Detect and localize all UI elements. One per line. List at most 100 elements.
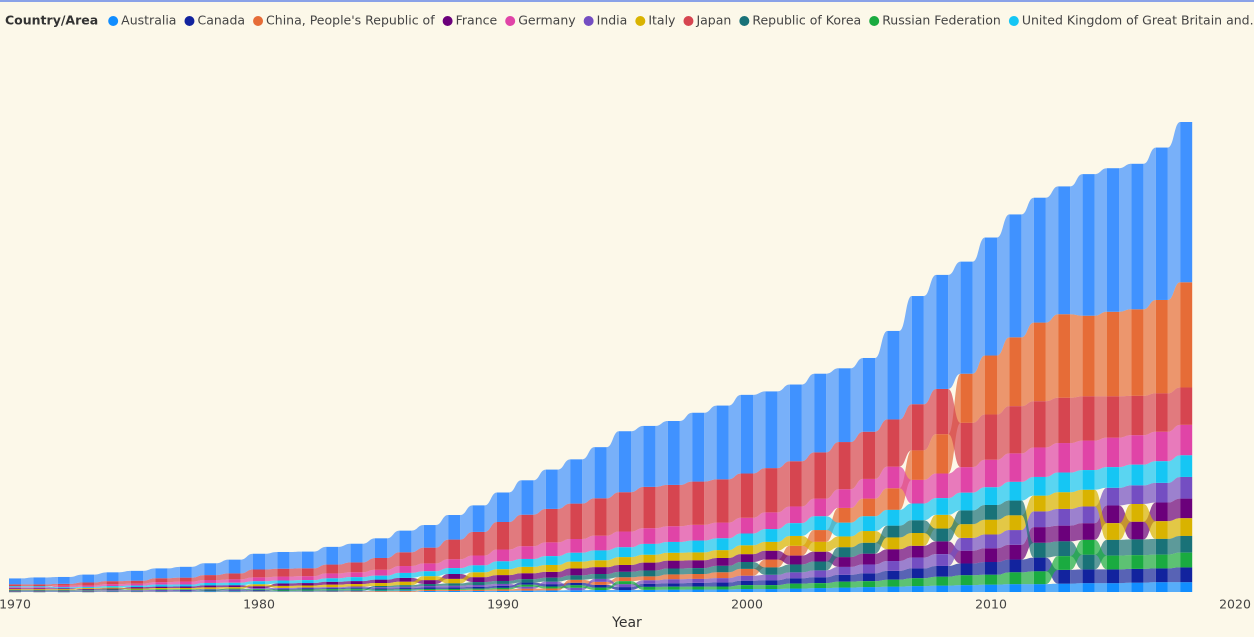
- bar: [1058, 508, 1071, 526]
- bar: [423, 587, 436, 589]
- bar: [1009, 214, 1022, 338]
- bar: [57, 583, 70, 586]
- bar: [741, 562, 753, 569]
- bar: [521, 514, 534, 547]
- ribbon: [899, 578, 912, 587]
- ribbon: [216, 559, 229, 576]
- ribbon: [801, 570, 815, 579]
- ribbon: [411, 571, 424, 578]
- ribbon: [655, 579, 668, 584]
- bar: [1155, 502, 1168, 522]
- bar: [765, 580, 778, 586]
- bar: [667, 552, 680, 561]
- bar: [1180, 282, 1193, 388]
- bar: [448, 587, 461, 589]
- ribbon: [94, 588, 107, 590]
- bar: [814, 516, 827, 531]
- legend-label: Japan: [695, 13, 731, 28]
- ribbon: [118, 590, 131, 591]
- ribbon: [850, 357, 863, 443]
- bar: [545, 588, 558, 591]
- ribbon: [1094, 467, 1107, 490]
- bar: [936, 585, 949, 592]
- bar: [570, 561, 583, 569]
- bar: [619, 587, 631, 591]
- bar: [960, 537, 973, 551]
- ribbon: [289, 583, 302, 586]
- bar: [814, 551, 827, 562]
- ribbon: [826, 536, 839, 552]
- bar: [1131, 521, 1144, 540]
- bar: [985, 534, 997, 549]
- ribbon: [118, 587, 131, 590]
- ribbon: [1021, 500, 1034, 558]
- ribbon: [850, 573, 863, 582]
- ribbon: [1094, 437, 1107, 471]
- ribbon: [338, 577, 351, 582]
- ribbon: [338, 562, 351, 574]
- ribbon: [216, 587, 229, 589]
- legend-marker: [108, 16, 119, 26]
- bar: [1058, 492, 1071, 509]
- ribbon: [899, 404, 912, 467]
- bar: [1107, 311, 1119, 397]
- ribbon: [167, 586, 180, 589]
- bar: [1107, 396, 1119, 438]
- legend-label: Germany: [518, 13, 576, 28]
- bar: [423, 584, 436, 587]
- bar: [960, 510, 973, 525]
- bar: [838, 522, 851, 537]
- bar: [1058, 556, 1071, 570]
- bar: [936, 528, 949, 542]
- ribbon: [1167, 567, 1181, 583]
- ribbon: [240, 553, 253, 574]
- bar: [277, 588, 290, 590]
- bar: [472, 577, 485, 583]
- bar: [204, 589, 217, 591]
- ribbon: [1167, 282, 1181, 394]
- ribbon: [997, 515, 1010, 535]
- ribbon: [387, 581, 400, 587]
- bar: [497, 587, 509, 590]
- ribbon: [338, 589, 351, 591]
- ribbon: [557, 585, 571, 589]
- bar: [985, 355, 997, 415]
- bar: [741, 554, 753, 563]
- bar: [1082, 583, 1095, 592]
- ribbon: [997, 337, 1010, 415]
- ribbon: [875, 509, 888, 532]
- bar: [106, 587, 119, 589]
- ribbon: [875, 570, 888, 582]
- ribbon: [997, 481, 1010, 505]
- ribbon: [1143, 554, 1156, 569]
- bar: [301, 588, 314, 590]
- bar: [789, 588, 802, 592]
- bar: [521, 558, 534, 567]
- bar: [399, 588, 412, 590]
- bar: [692, 578, 705, 583]
- ribbon: [1167, 424, 1181, 462]
- bar: [204, 585, 217, 588]
- bar: [936, 473, 949, 499]
- bar: [667, 589, 680, 592]
- ribbon: [313, 564, 327, 577]
- ribbon: [582, 590, 595, 592]
- ribbon: [777, 523, 790, 542]
- ribbon: [997, 530, 1010, 549]
- ribbon: [606, 531, 619, 551]
- ribbon: [69, 574, 83, 584]
- bar: [1058, 443, 1071, 473]
- bar: [228, 588, 241, 590]
- ribbon: [191, 585, 205, 588]
- bar: [33, 587, 46, 589]
- bar: [1082, 539, 1095, 555]
- bar: [765, 589, 778, 592]
- ribbon: [850, 581, 863, 588]
- bar: [131, 570, 143, 581]
- bar: [667, 586, 680, 590]
- bar: [960, 585, 973, 592]
- bar: [521, 586, 534, 589]
- ribbon: [899, 520, 912, 538]
- bar: [521, 480, 534, 515]
